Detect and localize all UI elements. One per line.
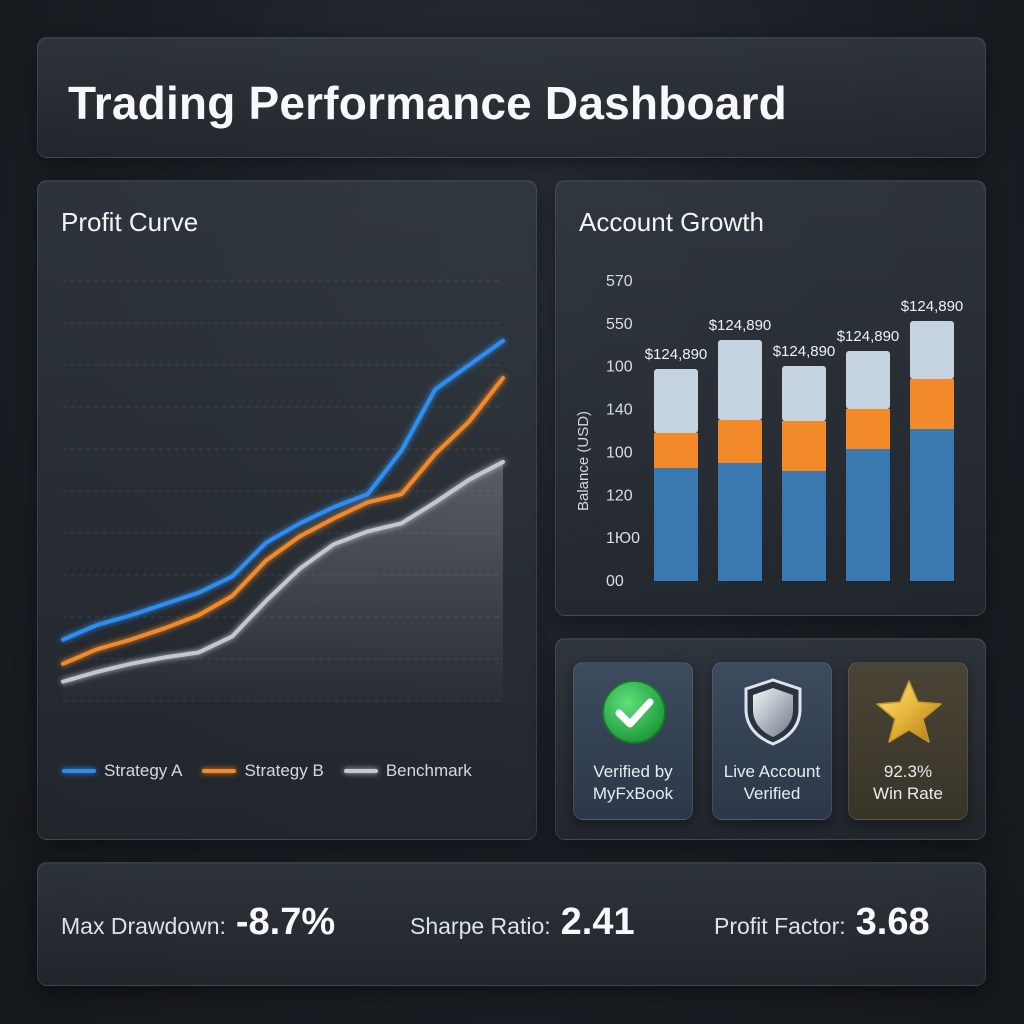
bar-segment bbox=[782, 366, 826, 421]
badges-panel: Verified by MyFxBook Live Account Verifi… bbox=[555, 638, 986, 840]
star-icon bbox=[876, 680, 942, 743]
y-tick-label: 570 bbox=[606, 273, 633, 290]
bar-group bbox=[846, 351, 890, 581]
account-growth-chart: Balance (USD) 00 1Ю0 120 100 140 100 550 570 $124… bbox=[575, 273, 964, 590]
profit-curve-chart bbox=[61, 280, 505, 702]
y-tick-label: 1Ю0 bbox=[606, 530, 640, 547]
series-line-strategy-a bbox=[61, 338, 505, 642]
live-account-label: Live Account Verified bbox=[713, 761, 831, 805]
check-circle-icon bbox=[602, 680, 666, 744]
badge-line-1: Live Account bbox=[723, 762, 821, 781]
profit-curve-title: Profit Curve bbox=[61, 207, 199, 237]
bar-segment bbox=[654, 468, 698, 581]
bar-segment bbox=[910, 379, 954, 429]
profit-factor-metric: Profit Factor: 3.68 bbox=[714, 901, 930, 944]
y-tick-label: 120 bbox=[606, 487, 633, 504]
y-tick-label: 100 bbox=[606, 444, 633, 461]
legend-item-benchmark: Benchmark bbox=[343, 761, 472, 781]
win-rate-label: 92.3% Win Rate bbox=[849, 761, 967, 805]
badge-line-1: Verified by bbox=[593, 762, 673, 781]
header-panel: Trading Performance Dashboard bbox=[37, 37, 986, 158]
metrics-panel: Max Drawdown: -8.7% Sharpe Ratio: 2.41 P… bbox=[37, 862, 986, 986]
verified-myfxbook-badge: Verified by MyFxBook bbox=[573, 662, 693, 820]
bar-segment bbox=[846, 449, 890, 581]
y-axis-title: Balance (USD) bbox=[575, 411, 592, 511]
max-drawdown-value: -8.7% bbox=[235, 901, 336, 943]
bar-value-label: $124,890 bbox=[837, 328, 900, 345]
badge-line-2: MyFxBook bbox=[592, 784, 674, 803]
shield-icon bbox=[744, 678, 802, 746]
bar-group bbox=[910, 321, 954, 581]
account-growth-panel: Account Growth Balance (USD) 00 1Ю0 120 100 1… bbox=[555, 180, 986, 616]
badge-line-2: Verified bbox=[743, 784, 801, 803]
profit-curve-legend: Strategy A Strategy B Benchmark bbox=[62, 761, 492, 781]
y-tick-label: 100 bbox=[606, 359, 633, 376]
y-tick-label: 140 bbox=[606, 402, 633, 419]
legend-swatch-strategy-b bbox=[202, 769, 237, 773]
bar-group bbox=[718, 340, 762, 581]
profit-factor-value: 3.68 bbox=[855, 901, 930, 943]
live-account-badge: Live Account Verified bbox=[712, 662, 832, 820]
bar-segment bbox=[654, 433, 698, 468]
bar-segment bbox=[910, 429, 954, 581]
sharpe-ratio-label: Sharpe Ratio: bbox=[410, 913, 551, 939]
bar-value-label: $124,890 bbox=[709, 317, 772, 334]
bar-segment bbox=[782, 471, 826, 581]
legend-label-strategy-b: Strategy B bbox=[244, 761, 324, 780]
max-drawdown-metric: Max Drawdown: -8.7% bbox=[61, 901, 335, 944]
profit-factor-label: Profit Factor: bbox=[714, 913, 846, 939]
legend-label-strategy-a: Strategy A bbox=[104, 761, 183, 780]
bar-segment bbox=[782, 421, 826, 471]
legend-swatch-benchmark bbox=[343, 769, 378, 773]
page-title: Trading Performance Dashboard bbox=[68, 77, 787, 129]
bar-group bbox=[782, 366, 826, 581]
y-tick-label: 00 bbox=[606, 573, 624, 590]
account-growth-title: Account Growth bbox=[579, 207, 764, 237]
sharpe-ratio-value: 2.41 bbox=[560, 901, 635, 943]
bar-value-label: $124,890 bbox=[645, 346, 708, 363]
bar-segment bbox=[718, 340, 762, 420]
win-rate-badge: 92.3% Win Rate bbox=[848, 662, 968, 820]
bar-segment bbox=[718, 420, 762, 463]
bar-value-label: $124,890 bbox=[773, 343, 836, 360]
y-tick-label: 550 bbox=[606, 316, 633, 333]
sharpe-ratio-metric: Sharpe Ratio: 2.41 bbox=[410, 901, 635, 944]
bar-value-label: $124,890 bbox=[901, 298, 964, 315]
bar-segment bbox=[846, 409, 890, 449]
badge-line-2: Win Rate bbox=[873, 784, 943, 803]
legend-item-strategy-b: Strategy B bbox=[202, 761, 324, 781]
series-line-strategy-b bbox=[61, 375, 505, 666]
verified-myfxbook-label: Verified by MyFxBook bbox=[574, 761, 692, 805]
bar-segment bbox=[654, 369, 698, 433]
max-drawdown-label: Max Drawdown: bbox=[61, 913, 226, 939]
legend-swatch-strategy-a bbox=[62, 769, 96, 773]
benchmark-area bbox=[63, 461, 503, 701]
bar-segment bbox=[718, 463, 762, 581]
legend-label-benchmark: Benchmark bbox=[385, 761, 472, 780]
series-line-benchmark bbox=[61, 459, 505, 684]
badge-line-1: 92.3% bbox=[883, 762, 933, 781]
bar-segment bbox=[910, 321, 954, 379]
bar-group bbox=[654, 369, 698, 581]
bar-segment bbox=[846, 351, 890, 409]
legend-item-strategy-a: Strategy A bbox=[62, 761, 182, 781]
profit-curve-panel: Profit Curve Strategy A Strategy B Bench… bbox=[37, 180, 537, 840]
